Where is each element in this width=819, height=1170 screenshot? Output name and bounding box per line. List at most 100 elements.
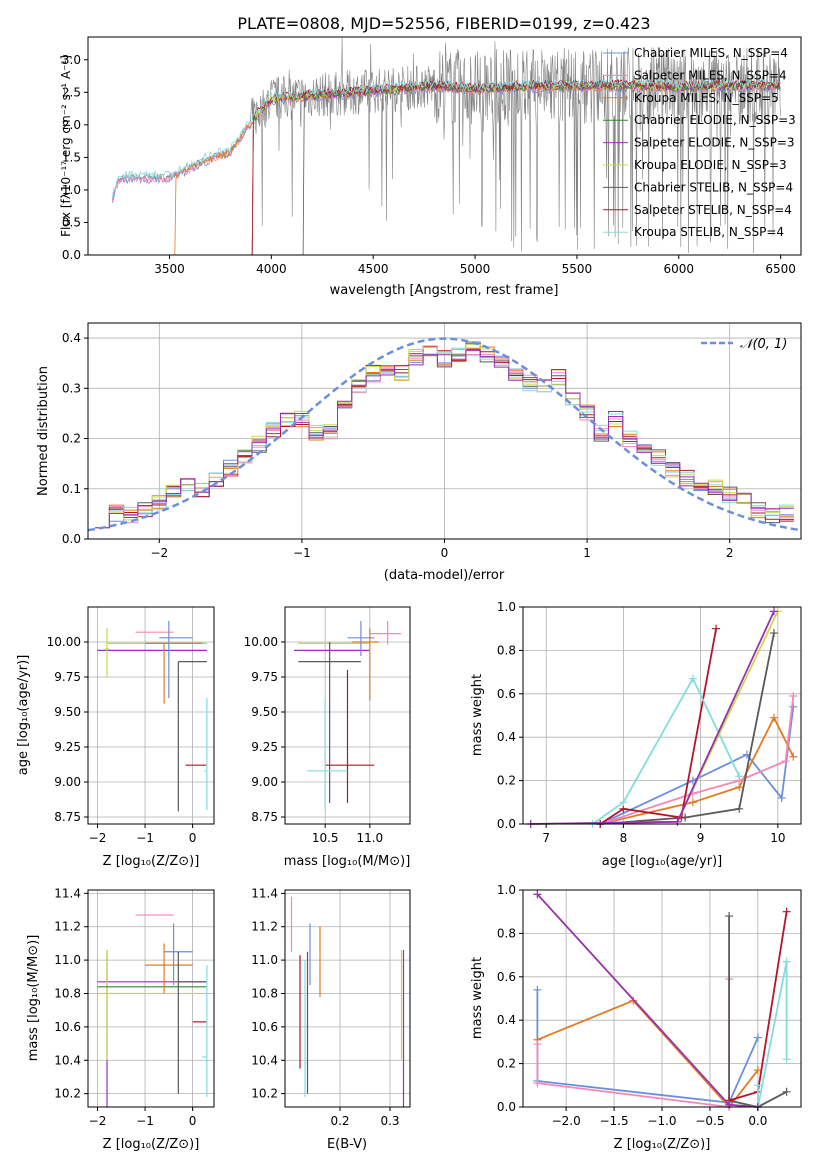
- spectrum-ylabel: Flux [fλ10⁻¹⁷ erg cm⁻² s⁻¹ A⁻¹]: [59, 55, 73, 237]
- p2-xtick-label: 2: [726, 546, 734, 560]
- p6-xtick-label: −1: [136, 1114, 154, 1128]
- p8-xtick-label: −0.5: [695, 1114, 724, 1128]
- p5-axes-frame: [522, 606, 802, 825]
- plus-marker: [777, 793, 786, 802]
- p8-ytick-label: 0.2: [497, 1057, 516, 1071]
- mass-weight-line: [537, 999, 759, 1109]
- mass-vs-metallicity-panel: −2 −1 0 10.2 10.4 10.6 10.8 11.0 11.2 11.4 Z [log…: [26, 886, 215, 1152]
- p6-ylabel: mass [log₁₀(M/M⊙)]: [26, 935, 41, 1062]
- p3-ylabel: age [log₁₀(age/yr)]: [16, 655, 31, 776]
- histogram-step: [95, 347, 794, 529]
- mass-weight-line: [536, 893, 758, 1108]
- p1-ytick-label: 2.5: [62, 85, 81, 99]
- mass-vs-extinction-panel: 0.2 0.3 10.2 10.4 10.6 10.8 11.0 11.2 11.4 E(B-V…: [251, 886, 411, 1152]
- model-spectrum-line: [112, 78, 781, 198]
- p4-ytick-label: 9.00: [251, 775, 278, 789]
- p3-ytick-label: 9.50: [54, 705, 81, 719]
- plus-marker: [688, 798, 697, 807]
- plus-marker: [782, 1055, 791, 1064]
- p7-ytick-label: 10.8: [251, 986, 278, 1000]
- p1-xtick-label: 6500: [765, 262, 796, 276]
- p1-ytick-label: 2.0: [62, 118, 81, 132]
- p5-xtick-label: 7: [542, 831, 550, 845]
- spectrum-xlabel: wavelength [Angstrom, rest frame]: [330, 283, 559, 298]
- p8-ytick-label: 0.8: [497, 926, 516, 940]
- spectrum-axes-frame: [87, 36, 802, 256]
- plus-marker: [735, 804, 744, 813]
- p7-ytick-label: 10.4: [251, 1053, 278, 1067]
- p1-xtick-label: 5500: [562, 262, 593, 276]
- legend-label: Chabrier STELIB, N_SSP=4: [634, 180, 793, 194]
- p8-ytick-label: 0.0: [497, 1100, 516, 1114]
- p1-ytick-label: 1.5: [62, 150, 81, 164]
- p4-ytick-label: 9.25: [251, 740, 278, 754]
- p2-ytick-label: 0.2: [62, 432, 81, 446]
- p6-xtick-label: 0: [189, 1114, 197, 1128]
- normal-legend-label: 𝒩(0, 1): [740, 337, 787, 352]
- plus-marker: [769, 629, 778, 638]
- p5-ytick-label: 1.0: [497, 600, 516, 614]
- legend-label: Salpeter STELIB, N_SSP=4: [634, 203, 792, 217]
- p4-ytick-label: 10.00: [244, 635, 278, 649]
- p5-ytick-label: 0.0: [497, 817, 516, 831]
- p8-ytick-label: 1.0: [497, 883, 516, 897]
- p4-xtick-label: 10.5: [312, 831, 339, 845]
- age-vs-metallicity-panel: −2 −1 0 8.75 9.00 9.25 9.50 9.75 10.00 Z [log₁₀(…: [16, 606, 215, 869]
- spectrum-title: PLATE=0808, MJD=52556, FIBERID=0199, z=0…: [237, 14, 650, 33]
- p4-axes-frame: [284, 606, 411, 825]
- plus-marker: [533, 1040, 542, 1049]
- plus-marker: [619, 798, 628, 807]
- p7-xlabel: E(B-V): [327, 1137, 367, 1152]
- p8-xtick-label: −2.0: [552, 1114, 581, 1128]
- p3-xtick-label: 0: [189, 831, 197, 845]
- p8-ytick-label: 0.6: [497, 970, 516, 984]
- p5-xtick-label: 9: [697, 831, 705, 845]
- histogram-step: [95, 350, 794, 529]
- p8-xlabel: Z [log₁₀(Z/Z⊙)]: [614, 1137, 711, 1152]
- p7-xtick-label: 0.2: [330, 1114, 349, 1128]
- plus-marker: [789, 691, 798, 700]
- p3-ytick-label: 8.75: [54, 810, 81, 824]
- p6-ytick-label: 10.6: [54, 1020, 81, 1034]
- mass-weight-line: [536, 989, 759, 1104]
- p8-xtick-label: 0.0: [748, 1114, 767, 1128]
- legend-label: Kroupa MILES, N_SSP=5: [634, 91, 779, 105]
- p1-xtick-label: 3500: [154, 262, 185, 276]
- p6-ytick-label: 10.2: [54, 1087, 81, 1101]
- mass-weight-vs-age-panel: 7 8 9 10 0.0 0.2 0.4 0.6 0.8 1.0 age [log₁₀(age/y…: [470, 600, 802, 869]
- p1-ytick-label: 0.5: [62, 215, 81, 229]
- p1-xtick-label: 4000: [256, 262, 287, 276]
- p2-xtick-label: −1: [293, 546, 311, 560]
- p4-ytick-label: 9.50: [251, 705, 278, 719]
- p7-ytick-label: 11.4: [251, 886, 278, 900]
- p5-xtick-label: 10: [770, 831, 785, 845]
- p6-ytick-label: 10.4: [54, 1053, 81, 1067]
- p1-xtick-label: 4500: [358, 262, 389, 276]
- plus-marker: [533, 985, 542, 994]
- mass-weight-line: [757, 961, 788, 1108]
- spectrum-lines: [112, 37, 781, 255]
- p6-ytick-label: 11.4: [54, 886, 81, 900]
- p8-xtick-label: −1.0: [647, 1114, 676, 1128]
- plus-marker: [782, 907, 791, 916]
- plus-marker: [781, 757, 790, 766]
- p1-xtick-label: 6000: [663, 262, 694, 276]
- plus-marker: [769, 607, 778, 616]
- p2-ytick-label: 0.4: [62, 331, 81, 345]
- plus-marker: [753, 1081, 762, 1090]
- legend-label: Kroupa STELIB, N_SSP=4: [634, 225, 784, 239]
- p2-ytick-label: 0.1: [62, 482, 81, 496]
- plus-marker: [688, 674, 697, 683]
- plus-marker: [712, 624, 721, 633]
- p6-xlabel: Z [log₁₀(Z/Z⊙)]: [103, 1137, 200, 1152]
- p3-xlabel: Z [log₁₀(Z/Z⊙)]: [103, 854, 200, 869]
- normal-curve: [87, 337, 799, 532]
- p2-ytick-label: 0.3: [62, 381, 81, 395]
- p2-ytick-label: 0.0: [62, 532, 81, 546]
- p2-xtick-label: 0: [441, 546, 449, 560]
- p6-xtick-label: −2: [89, 1114, 107, 1128]
- p1-ytick-label: 0.0: [62, 248, 81, 262]
- spectrum-legend: Chabrier MILES, N_SSP=4 Salpeter MILES, N…: [603, 46, 796, 239]
- p7-ytick-label: 11.2: [251, 920, 278, 934]
- p5-ytick-label: 0.6: [497, 687, 516, 701]
